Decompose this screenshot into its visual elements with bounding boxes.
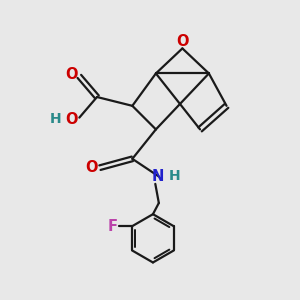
Text: H: H <box>168 169 180 184</box>
Text: O: O <box>65 112 77 127</box>
Text: O: O <box>176 34 189 50</box>
Text: O: O <box>85 160 98 175</box>
Text: F: F <box>107 219 117 234</box>
Text: O: O <box>65 68 77 82</box>
Text: H: H <box>50 112 61 126</box>
Text: N: N <box>152 169 164 184</box>
